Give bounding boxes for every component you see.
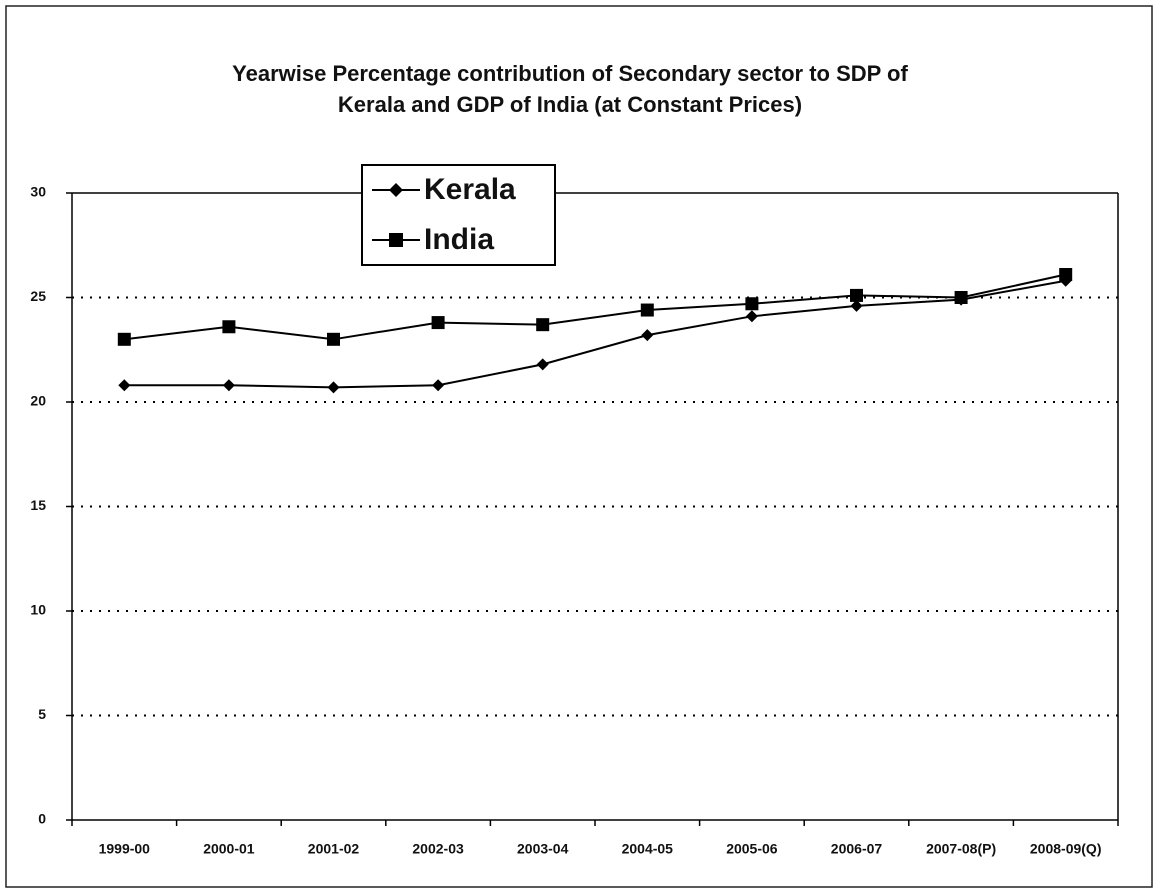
legend-label: Kerala [424,173,516,206]
x-tick-label: 2002-03 [412,841,464,857]
point [954,291,968,304]
x-tick-label: 2008-09(Q) [1030,841,1102,857]
chart-frame [5,5,1153,888]
y-tick-label: 25 [30,288,46,304]
x-tick-label: 2007-08(P) [926,841,996,857]
chart-title: Yearwise Percentage contribution of Seco… [232,61,908,86]
y-tick-label: 15 [30,497,46,513]
y-tick-label: 20 [30,393,46,409]
point [850,288,863,302]
chart-title: Kerala and GDP of India (at Constant Pri… [338,92,802,117]
x-tick-label: 2001-02 [308,841,360,857]
legend-box [361,164,556,266]
x-tick-label: 2000-01 [203,841,255,857]
point [640,303,654,317]
point [432,379,445,392]
x-tick-label: 2003-04 [517,841,569,857]
x-tick-label: 2006-07 [831,841,883,857]
legend-label: India [424,223,494,256]
y-tick-label: 5 [38,706,46,722]
point [222,320,236,334]
legend-marker [389,183,403,197]
y-tick-label: 30 [30,184,46,200]
point [327,381,340,394]
point [745,297,759,311]
x-tick-label: 2004-05 [622,841,674,857]
point [1059,268,1073,282]
series-line [124,279,1066,389]
point [222,379,235,392]
x-tick-label: 1999-00 [99,841,151,857]
point [117,332,131,346]
point [118,379,131,392]
y-tick-label: 10 [30,602,46,618]
point [850,299,863,312]
legend-marker [389,233,403,247]
point [536,358,549,371]
point [745,310,758,323]
series-line [124,273,1066,341]
point [536,318,550,332]
point [431,316,445,330]
y-tick-label: 0 [38,811,46,827]
point [327,332,340,346]
point [641,329,654,342]
x-tick-label: 2005-06 [726,841,778,857]
